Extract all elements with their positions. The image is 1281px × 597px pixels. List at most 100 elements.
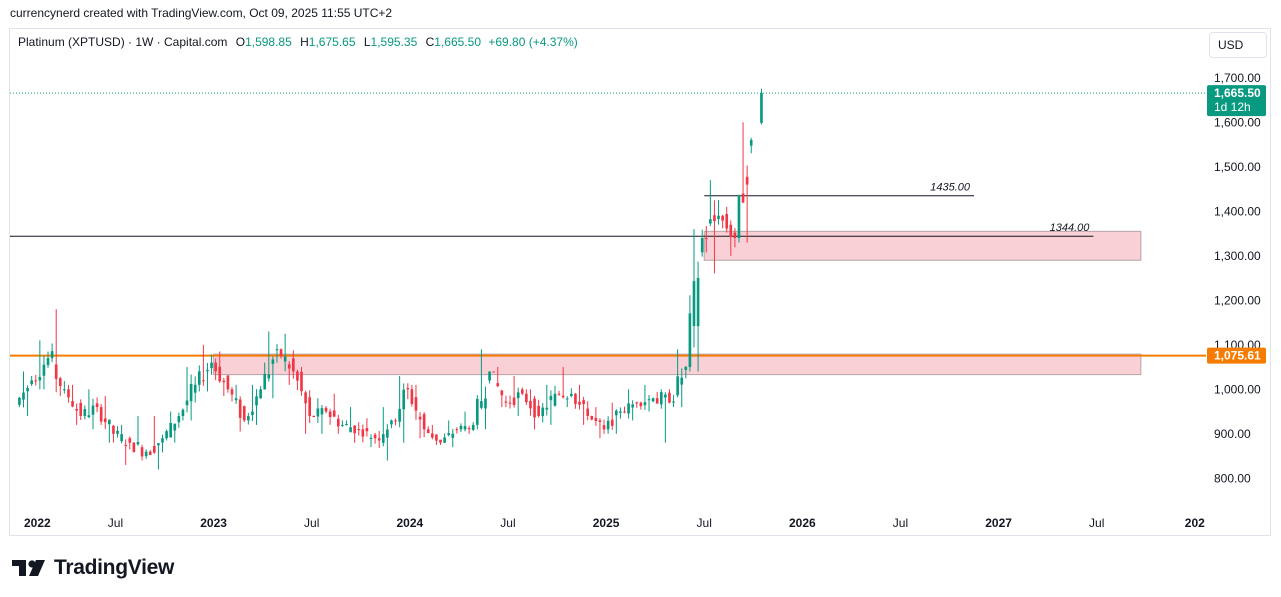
candle-body <box>226 375 230 390</box>
candle-body <box>128 438 132 443</box>
candle-body <box>394 420 397 422</box>
candle-body <box>549 395 553 401</box>
candle-body <box>496 383 500 387</box>
candle-body <box>700 238 704 253</box>
candle-body <box>606 420 610 430</box>
candle-body <box>492 371 495 373</box>
currency-button[interactable]: USD <box>1209 32 1267 58</box>
y-tick-label: 1,700.00 <box>1214 71 1261 85</box>
candle-body <box>63 389 66 391</box>
symbol-legend: Platinum (XPTUSD) · 1W · Capital.com O1,… <box>18 35 578 49</box>
candle-body <box>500 390 504 396</box>
candle-body <box>38 376 42 381</box>
candle-body <box>639 402 643 407</box>
candle-body <box>255 396 258 406</box>
candle-body <box>760 93 763 123</box>
candle-body <box>112 425 115 434</box>
candle-body <box>34 380 38 382</box>
candle-body <box>410 389 414 404</box>
y-tick-label: 900.00 <box>1214 427 1251 441</box>
candle-body <box>206 369 209 372</box>
candle-body <box>619 411 622 413</box>
candle-body <box>431 433 434 438</box>
low-value: 1,595.35 <box>370 35 418 49</box>
candle-body <box>545 407 549 410</box>
candle-body <box>749 140 753 146</box>
candle-body <box>488 371 491 381</box>
candle-body <box>259 389 262 399</box>
x-tick-label: 202 <box>1185 516 1205 530</box>
candle-body <box>287 364 291 369</box>
candle-body <box>357 429 361 431</box>
candle-body <box>91 405 95 415</box>
x-tick-label: Jul <box>697 516 712 530</box>
candle-body <box>22 392 25 400</box>
supply-zone-0 <box>703 230 1142 261</box>
candle-body <box>655 398 659 404</box>
candle-body <box>398 408 401 422</box>
candle-body <box>58 378 62 387</box>
candle-body <box>349 427 352 433</box>
symbol-label: Platinum (XPTUSD) · 1W · Capital.com <box>18 35 228 49</box>
candle-body <box>688 313 692 368</box>
candle-body <box>120 434 123 442</box>
y-tick-label: 800.00 <box>1214 471 1251 485</box>
candle-body <box>251 411 254 416</box>
candle-body <box>406 387 410 390</box>
candle-body <box>341 424 344 426</box>
candle-body <box>210 362 213 369</box>
candle-body <box>71 401 74 407</box>
candle-body <box>651 398 655 402</box>
candle-body <box>181 409 185 416</box>
chart-credit: currencynerd created with TradingView.co… <box>10 6 393 20</box>
candle-body <box>46 358 50 366</box>
candle-body <box>471 424 475 430</box>
candle-body <box>504 401 508 403</box>
candle-body <box>275 349 279 351</box>
candle-body <box>144 451 148 457</box>
candle-body <box>443 437 446 443</box>
x-tick-label: Jul <box>1089 516 1104 530</box>
y-tick-label: 1,200.00 <box>1214 293 1261 307</box>
candle-body <box>647 399 651 401</box>
candle-body <box>108 419 111 425</box>
candle-body <box>386 429 389 438</box>
x-tick-label: 2022 <box>24 516 51 530</box>
x-tick-label: 2023 <box>200 516 227 530</box>
candle-body <box>54 364 58 379</box>
candle-body <box>26 387 29 392</box>
candle-body <box>565 398 569 400</box>
change-value: +69.80 (+4.37%) <box>488 35 578 49</box>
candle-body <box>169 422 172 438</box>
candle-body <box>87 415 91 418</box>
candle-body <box>197 371 201 385</box>
candle-body <box>439 439 442 443</box>
y-tick-label: 1,300.00 <box>1214 249 1261 263</box>
candle-body <box>737 195 741 238</box>
candle-body <box>586 408 590 416</box>
candle-body <box>116 430 119 434</box>
candle-body <box>557 393 561 395</box>
candle-body <box>381 434 385 443</box>
candle-body <box>610 419 614 426</box>
candle-body <box>95 403 99 408</box>
candle-body <box>602 425 606 430</box>
candle-body <box>263 373 267 390</box>
tradingview-logo[interactable]: TradingView <box>12 556 174 580</box>
candle-body <box>713 215 716 222</box>
candle-body <box>99 407 103 422</box>
candle-body <box>148 451 152 456</box>
candle-body <box>541 407 545 416</box>
candle-body <box>525 393 528 403</box>
candle-body <box>463 426 467 430</box>
candle-body <box>316 408 320 417</box>
x-tick-label: 2027 <box>985 516 1012 530</box>
candle-body <box>157 443 160 446</box>
high-value: 1,675.65 <box>308 35 356 49</box>
low-label: L <box>363 35 371 49</box>
candle-body <box>230 389 234 395</box>
x-tick-label: 2024 <box>396 516 423 530</box>
candle-body <box>42 364 46 376</box>
candle-body <box>684 367 688 370</box>
